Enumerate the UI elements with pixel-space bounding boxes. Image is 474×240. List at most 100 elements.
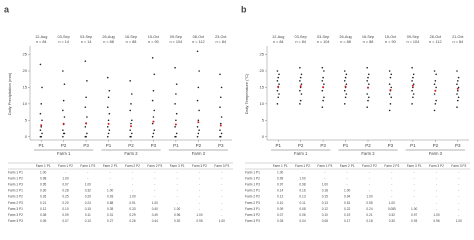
point: [220, 86, 223, 89]
y-axis-label: Daily Temperature (°C): [244, 73, 249, 114]
table-cell: 0.07: [277, 213, 283, 217]
point: [411, 80, 413, 82]
point: [198, 109, 200, 112]
header-n: n = 84: [273, 40, 284, 44]
header-n: n = 84: [36, 40, 47, 44]
row-label: Farm 2 P3: [245, 201, 260, 205]
table-cell: 0.93: [411, 219, 417, 223]
header-n: n = 104: [317, 40, 330, 44]
table-cell: 0.085: [388, 207, 396, 211]
table-cell: -: [132, 170, 133, 174]
point: [175, 112, 178, 115]
row-label: Farm 2 P1: [8, 189, 23, 193]
panel-label: a: [4, 4, 10, 14]
table-cell: 0.18: [322, 189, 328, 193]
row-label: Farm 3 P2: [245, 213, 260, 217]
point: [151, 122, 154, 125]
point: [130, 135, 132, 138]
table-cell: -: [458, 189, 459, 193]
mean-marker: [85, 122, 88, 125]
column-header: Farm 1 P2: [295, 164, 310, 168]
table-cell: -: [436, 189, 437, 193]
point: [366, 106, 369, 108]
header-n: n = 84: [295, 40, 306, 44]
table-cell: -: [436, 195, 437, 199]
x-tick-label: P2: [128, 143, 134, 148]
point: [412, 83, 415, 85]
y-tick-label: 10: [260, 101, 265, 106]
point: [220, 116, 223, 118]
point: [129, 109, 131, 112]
point: [368, 83, 370, 85]
point: [40, 126, 43, 128]
point: [175, 83, 178, 85]
table-cell: -: [154, 176, 155, 180]
table-cell: -: [347, 170, 348, 174]
table-cell: -: [221, 170, 222, 174]
point: [344, 96, 347, 99]
row-label: Farm 3 P1: [245, 207, 260, 211]
table-cell: -: [347, 183, 348, 187]
point: [276, 89, 279, 92]
point: [197, 86, 200, 89]
point: [39, 129, 42, 131]
point: [390, 73, 393, 76]
point: [411, 103, 413, 105]
table-cell: 0.16: [299, 189, 305, 193]
point: [411, 89, 413, 92]
table-cell: 0.12: [277, 195, 283, 199]
table-cell: 1.00: [219, 219, 225, 223]
point: [63, 83, 66, 85]
point: [106, 135, 109, 138]
point: [433, 93, 436, 95]
table-cell: 1.00: [322, 183, 328, 187]
point: [107, 132, 110, 135]
header-n: n = 90: [385, 40, 396, 44]
table-cell: -: [414, 189, 415, 193]
point: [456, 106, 458, 108]
mean-marker: [367, 86, 369, 89]
table-cell: -: [369, 176, 370, 180]
row-label: Farm 1 P2: [8, 176, 23, 180]
table-cell: 0.06: [299, 213, 305, 217]
point: [456, 89, 459, 92]
table-cell: 0.10: [322, 213, 328, 217]
point: [412, 73, 415, 76]
table-cell: -: [199, 183, 200, 187]
point: [153, 129, 156, 131]
point: [130, 103, 132, 105]
table-cell: 0.26: [40, 195, 46, 199]
point: [343, 70, 346, 72]
point: [41, 132, 43, 135]
point: [62, 135, 64, 138]
y-tick-label: 0: [25, 134, 28, 139]
mean-marker: [277, 85, 280, 88]
header-date: 03-Sep: [80, 35, 92, 39]
header-n: n = 88: [126, 40, 137, 44]
x-tick-label: P3: [320, 143, 326, 148]
y-tick-label: 0: [262, 134, 265, 139]
row-label: Farm 1 P1: [8, 170, 23, 174]
table-cell: -: [302, 170, 303, 174]
table-cell: -: [87, 170, 88, 174]
header-date: 16-Sep: [125, 35, 137, 39]
x-tick-label: P2: [196, 143, 202, 148]
table-cell: -: [369, 189, 370, 193]
point: [366, 80, 369, 82]
point: [41, 119, 43, 122]
point: [299, 89, 301, 92]
x-tick-label: P3: [218, 143, 224, 148]
column-header: Farm 2 P2: [362, 164, 377, 168]
table-cell: -: [414, 170, 415, 174]
point: [434, 103, 437, 105]
table-cell: -: [324, 176, 325, 180]
point: [107, 96, 110, 99]
point: [108, 129, 111, 131]
table-cell: -: [110, 183, 111, 187]
point: [276, 80, 279, 82]
table-cell: -: [199, 170, 200, 174]
point: [456, 99, 459, 102]
table-cell: 0.97: [411, 213, 417, 217]
table-cell: 1.00: [129, 195, 135, 199]
table-cell: 0.21: [366, 213, 372, 217]
